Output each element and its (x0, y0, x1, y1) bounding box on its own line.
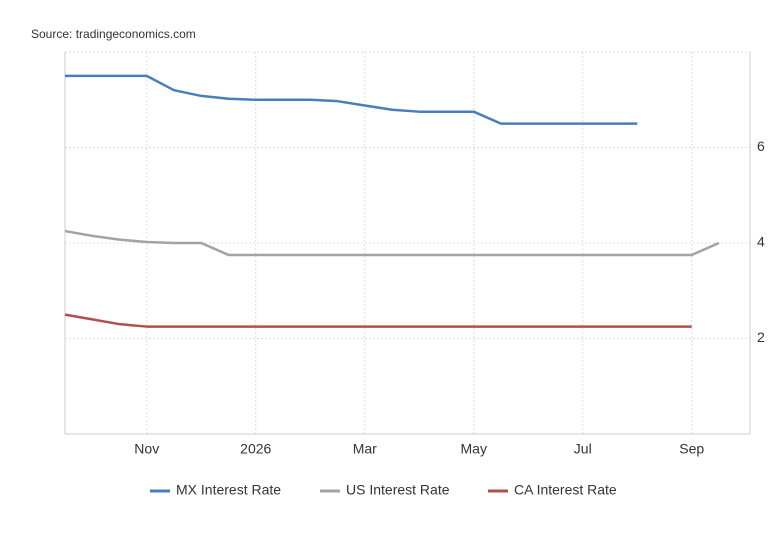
source: Source: tradingeconomics.com (31, 27, 196, 41)
legend-label: US Interest Rate (346, 482, 450, 498)
x-tick-label: May (461, 441, 487, 457)
x-tick-label: Mar (353, 441, 377, 457)
y-tick-label: 4 (757, 234, 765, 250)
legend-label: CA Interest Rate (514, 482, 617, 498)
x-tick-label: Sep (679, 441, 704, 457)
y-tick-label: 6 (757, 138, 765, 154)
y-tick-label: 2 (757, 329, 765, 345)
line (65, 74, 638, 125)
x-tick-label: Jul (574, 441, 592, 457)
x-tick-label: Nov (134, 441, 159, 457)
legend-label: MX Interest Rate (176, 482, 281, 498)
line (64, 313, 692, 328)
line (64, 229, 720, 257)
x-tick-label: 2026 (240, 441, 271, 457)
